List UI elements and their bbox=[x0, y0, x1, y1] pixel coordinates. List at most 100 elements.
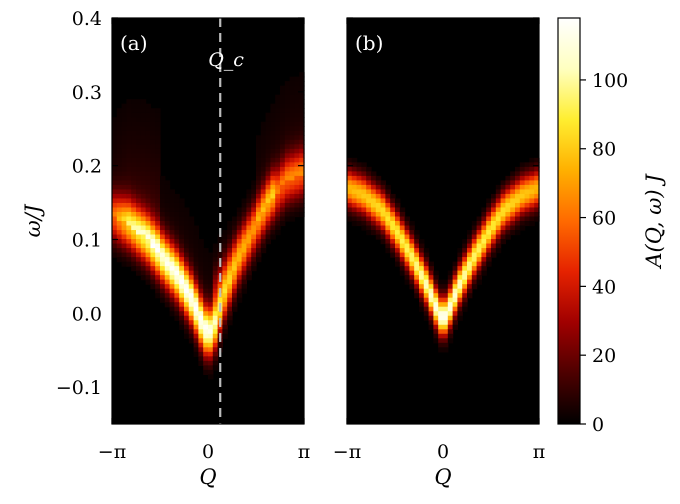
heatmap-cell bbox=[361, 216, 367, 222]
heatmap-cell bbox=[198, 275, 204, 281]
heatmap-cell bbox=[188, 279, 195, 285]
heatmap-cell bbox=[347, 211, 353, 218]
heatmap-cell bbox=[164, 221, 171, 227]
heatmap-cell bbox=[155, 284, 161, 290]
heatmap-cell bbox=[198, 261, 204, 267]
heatmap-cell bbox=[136, 175, 142, 181]
heatmap-cell bbox=[112, 252, 118, 258]
heatmap-cell bbox=[361, 207, 367, 213]
heatmap-cell bbox=[164, 198, 171, 204]
heatmap-cell bbox=[203, 266, 209, 272]
heatmap-cell bbox=[136, 166, 142, 172]
heatmap-cell bbox=[155, 243, 161, 249]
heatmap-cell bbox=[184, 302, 190, 308]
heatmap-cell bbox=[471, 225, 478, 231]
heatmap-cell bbox=[179, 270, 185, 276]
heatmap-cell bbox=[131, 243, 137, 249]
heatmap-cell bbox=[208, 288, 214, 294]
heatmap-cell bbox=[471, 239, 478, 245]
heatmap-cell bbox=[198, 320, 204, 326]
heatmap-cell bbox=[375, 175, 382, 181]
heatmap-cell bbox=[121, 148, 127, 154]
heatmap-cell bbox=[419, 270, 425, 276]
heatmap-cell bbox=[471, 266, 478, 272]
heatmap-cell bbox=[136, 130, 142, 136]
heatmap-cell bbox=[145, 257, 151, 263]
heatmap-cell bbox=[198, 338, 204, 344]
heatmap-cell bbox=[164, 266, 171, 272]
heatmap-cell bbox=[443, 347, 449, 353]
heatmap-cell bbox=[505, 175, 511, 181]
heatmap-cell bbox=[529, 207, 535, 213]
heatmap-cell bbox=[385, 225, 391, 231]
heatmap-cell bbox=[260, 162, 267, 168]
heatmap-cell bbox=[112, 135, 118, 141]
heatmap-cell bbox=[217, 284, 223, 290]
heatmap-cell bbox=[270, 207, 276, 213]
heatmap-cell bbox=[395, 239, 401, 245]
heatmap-cell bbox=[198, 351, 204, 357]
heatmap-cell bbox=[136, 239, 142, 245]
heatmap-cell bbox=[390, 248, 396, 254]
heatmap-cell bbox=[265, 112, 271, 118]
heatmap-cell bbox=[284, 157, 291, 163]
heatmap-cell bbox=[155, 166, 161, 172]
heatmap-cell bbox=[116, 162, 123, 168]
heatmap-cell bbox=[534, 184, 540, 191]
heatmap-cell bbox=[280, 103, 286, 109]
heatmap-cell bbox=[452, 320, 458, 326]
heatmap-cell bbox=[476, 225, 482, 231]
heatmap-cell bbox=[294, 117, 300, 123]
heatmap-cell bbox=[246, 243, 252, 249]
x-tick-label: 0 bbox=[437, 441, 449, 463]
heatmap-cell bbox=[136, 112, 142, 118]
heatmap-cell bbox=[481, 252, 487, 258]
heatmap-cell bbox=[246, 225, 252, 231]
heatmap-cell bbox=[495, 184, 502, 191]
heatmap-cell bbox=[208, 320, 214, 326]
heatmap-cell bbox=[126, 166, 132, 172]
heatmap-cell bbox=[481, 239, 487, 245]
heatmap-cell bbox=[184, 266, 190, 272]
heatmap-cell bbox=[184, 234, 190, 240]
heatmap-cell bbox=[438, 320, 444, 326]
heatmap-cell bbox=[160, 257, 166, 263]
heatmap-cell bbox=[169, 252, 175, 258]
heatmap-cell bbox=[294, 139, 300, 145]
heatmap-cell bbox=[112, 139, 118, 145]
heatmap-cell bbox=[256, 202, 262, 209]
heatmap-cell bbox=[121, 139, 127, 145]
heatmap-cell bbox=[515, 207, 521, 213]
heatmap-cell bbox=[184, 257, 190, 263]
heatmap-cell bbox=[419, 266, 425, 272]
qc-label: Q_c bbox=[208, 49, 244, 71]
heatmap-cell bbox=[246, 266, 252, 272]
heatmap-cell bbox=[241, 270, 247, 276]
heatmap-cell bbox=[145, 153, 151, 159]
heatmap-cell bbox=[150, 270, 156, 276]
heatmap-cell bbox=[227, 315, 233, 321]
heatmap-cell bbox=[126, 225, 132, 231]
heatmap-cell bbox=[193, 347, 199, 353]
heatmap-cell bbox=[380, 216, 386, 222]
heatmap-cell bbox=[112, 221, 118, 227]
heatmap-cell bbox=[275, 193, 281, 200]
heatmap-cell bbox=[208, 297, 214, 303]
heatmap-cell bbox=[289, 211, 295, 218]
heatmap-cell bbox=[126, 117, 132, 123]
heatmap-cell bbox=[399, 257, 406, 263]
heatmap-cell bbox=[529, 221, 535, 227]
heatmap-cell bbox=[116, 211, 123, 218]
heatmap-cell bbox=[491, 248, 497, 254]
heatmap-cell bbox=[491, 239, 497, 245]
heatmap-cell bbox=[174, 230, 180, 236]
heatmap-cell bbox=[385, 198, 391, 204]
heatmap-cell bbox=[150, 239, 156, 245]
heatmap-cell bbox=[169, 261, 175, 267]
heatmap-cell bbox=[457, 257, 463, 263]
heatmap-cell bbox=[131, 117, 137, 123]
heatmap-cell bbox=[457, 266, 463, 272]
heatmap-cell bbox=[275, 207, 281, 213]
heatmap-cell bbox=[462, 257, 468, 263]
heatmap-cell bbox=[140, 216, 147, 222]
